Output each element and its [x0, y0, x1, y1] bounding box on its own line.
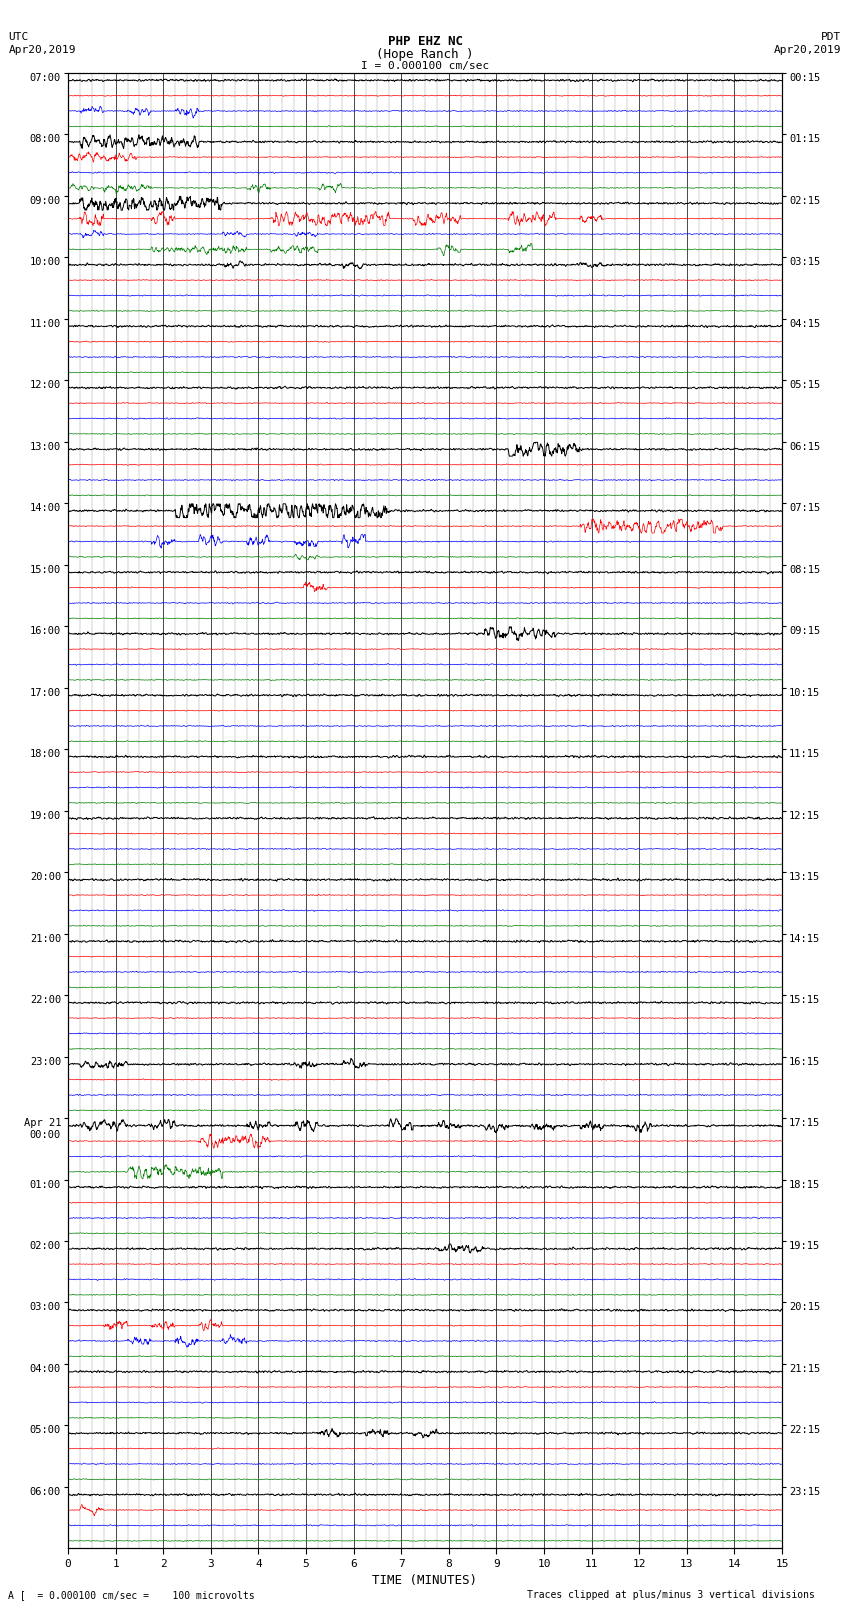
X-axis label: TIME (MINUTES): TIME (MINUTES) — [372, 1574, 478, 1587]
Text: Traces clipped at plus/minus 3 vertical divisions: Traces clipped at plus/minus 3 vertical … — [527, 1590, 815, 1600]
Text: PHP EHZ NC: PHP EHZ NC — [388, 35, 462, 48]
Text: I = 0.000100 cm/sec: I = 0.000100 cm/sec — [361, 61, 489, 71]
Text: PDT: PDT — [821, 32, 842, 42]
Text: A [  = 0.000100 cm/sec =    100 microvolts: A [ = 0.000100 cm/sec = 100 microvolts — [8, 1590, 255, 1600]
Text: Apr20,2019: Apr20,2019 — [8, 45, 76, 55]
Text: (Hope Ranch ): (Hope Ranch ) — [377, 48, 473, 61]
Text: UTC: UTC — [8, 32, 29, 42]
Text: Apr20,2019: Apr20,2019 — [774, 45, 842, 55]
